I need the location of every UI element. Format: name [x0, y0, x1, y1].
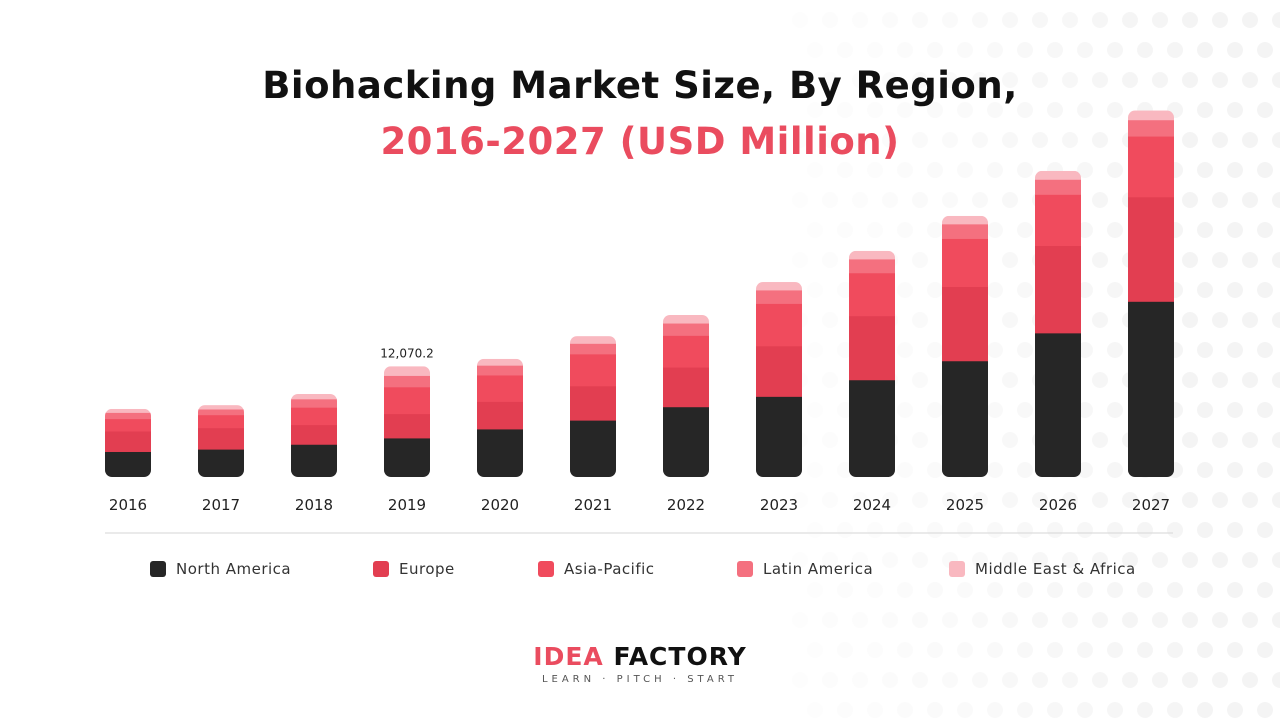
bar-2027-asia-pacific — [1128, 136, 1174, 198]
legend-swatch — [737, 561, 753, 577]
bar-2024-middle-east-africa — [849, 250, 895, 260]
x-tick-label-2018: 2018 — [295, 496, 333, 514]
bar-2022-middle-east-africa — [663, 314, 709, 324]
legend-swatch — [373, 561, 389, 577]
bar-2020-europe — [477, 401, 523, 430]
bar-2017-north-america — [198, 449, 244, 477]
bar-2024-latin-america — [849, 258, 895, 274]
legend-swatch — [150, 561, 166, 577]
chart-legend: North America Europe Asia-Pacific Latin Ame… — [105, 556, 1175, 582]
bar-2026-asia-pacific — [1035, 194, 1081, 247]
bar-2027-latin-america — [1128, 119, 1174, 137]
x-tick-label-2017: 2017 — [202, 496, 240, 514]
bar-2016-north-america — [105, 451, 151, 478]
bar-2020-asia-pacific — [477, 374, 523, 402]
bar-2027-europe — [1128, 196, 1174, 302]
bar-2024-europe — [849, 315, 895, 381]
legend-item-latin-america: Latin America — [737, 556, 873, 582]
bar-2021-middle-east-africa — [570, 336, 616, 344]
bar-2019-middle-east-africa — [384, 366, 430, 376]
bar-2025-europe — [942, 286, 988, 362]
legend-label: North America — [176, 560, 292, 578]
bar-2026-europe — [1035, 245, 1081, 334]
legend-swatch — [949, 561, 965, 577]
legend-label: Europe — [399, 560, 455, 578]
bar-2016-europe — [105, 431, 151, 452]
bar-2016-middle-east-africa — [105, 408, 151, 413]
legend-swatch — [538, 561, 554, 577]
x-tick-label-2021: 2021 — [574, 496, 612, 514]
bar-2026-middle-east-africa — [1035, 170, 1081, 180]
bar-2027-middle-east-africa — [1128, 110, 1174, 121]
legend-item-europe: Europe — [373, 556, 455, 582]
bar-2018-asia-pacific — [291, 407, 337, 426]
bar-2025-asia-pacific — [942, 238, 988, 288]
x-tick-label-2016: 2016 — [109, 496, 147, 514]
bar-2023-north-america — [756, 396, 802, 477]
bar-2020-middle-east-africa — [477, 358, 523, 366]
bar-2025-latin-america — [942, 223, 988, 239]
bar-2017-europe — [198, 427, 244, 450]
bar-2022-north-america — [663, 406, 709, 478]
bar-2025-middle-east-africa — [942, 215, 988, 225]
logo-word-factory: FACTORY — [613, 642, 747, 671]
brand-logo: IDEA FACTORY LEARN · PITCH · START — [0, 642, 1280, 685]
x-tick-label-2023: 2023 — [760, 496, 798, 514]
bar-2021-asia-pacific — [570, 353, 616, 387]
legend-item-north-america: North America — [150, 556, 291, 582]
bar-2024-asia-pacific — [849, 272, 895, 317]
bar-2022-asia-pacific — [663, 335, 709, 368]
bar-2021-latin-america — [570, 343, 616, 355]
chart-title: Biohacking Market Size, By Region, — [262, 64, 1018, 107]
bar-2020-north-america — [477, 428, 523, 477]
bar-2018-europe — [291, 424, 337, 445]
bar-2022-europe — [663, 367, 709, 408]
bar-2026-north-america — [1035, 332, 1081, 477]
bar-2023-europe — [756, 345, 802, 397]
bar-2018-middle-east-africa — [291, 393, 337, 400]
bar-2022-latin-america — [663, 323, 709, 336]
bar-2021-north-america — [570, 420, 616, 477]
bar-2027-north-america — [1128, 301, 1174, 477]
data-label-2019: 12,070.2 — [380, 346, 433, 360]
bar-2018-north-america — [291, 444, 337, 477]
bar-2025-north-america — [942, 360, 988, 478]
bar-2023-latin-america — [756, 289, 802, 304]
logo-word-idea: IDEA — [533, 642, 604, 671]
bar-2024-north-america — [849, 379, 895, 477]
bar-2019-latin-america — [384, 375, 430, 388]
legend-label: Asia-Pacific — [564, 560, 655, 578]
bar-2023-middle-east-africa — [756, 282, 802, 291]
bar-2019-europe — [384, 413, 430, 439]
legend-label: Middle East & Africa — [975, 560, 1136, 578]
x-tick-label-2019: 2019 — [388, 496, 426, 514]
bar-2016-asia-pacific — [105, 418, 151, 432]
x-tick-label-2020: 2020 — [481, 496, 519, 514]
bar-2017-asia-pacific — [198, 414, 244, 429]
legend-label: Latin America — [763, 560, 874, 578]
logo-tagline: LEARN · PITCH · START — [541, 674, 739, 685]
chart-subtitle: 2016-2027 (USD Million) — [380, 120, 900, 163]
bar-2023-asia-pacific — [756, 303, 802, 347]
x-tick-label-2022: 2022 — [667, 496, 705, 514]
x-tick-label-2026: 2026 — [1039, 496, 1077, 514]
x-tick-label-2025: 2025 — [946, 496, 984, 514]
bar-2019-north-america — [384, 437, 430, 477]
x-tick-label-2027: 2027 — [1132, 496, 1170, 514]
bar-2026-latin-america — [1035, 179, 1081, 195]
legend-item-asia-pacific: Asia-Pacific — [538, 556, 655, 582]
bar-2021-europe — [570, 385, 616, 421]
legend-item-middle-east-africa: Middle East & Africa — [949, 556, 1136, 582]
bar-2017-latin-america — [198, 409, 244, 416]
bar-2019-asia-pacific — [384, 386, 430, 415]
bar-2016-latin-america — [105, 412, 151, 420]
chart-title-block: Biohacking Market Size, By Region, 2016-… — [0, 58, 1280, 170]
x-tick-label-2024: 2024 — [853, 496, 891, 514]
bar-2018-latin-america — [291, 398, 337, 408]
bar-2017-middle-east-africa — [198, 405, 244, 410]
bar-2020-latin-america — [477, 365, 523, 376]
